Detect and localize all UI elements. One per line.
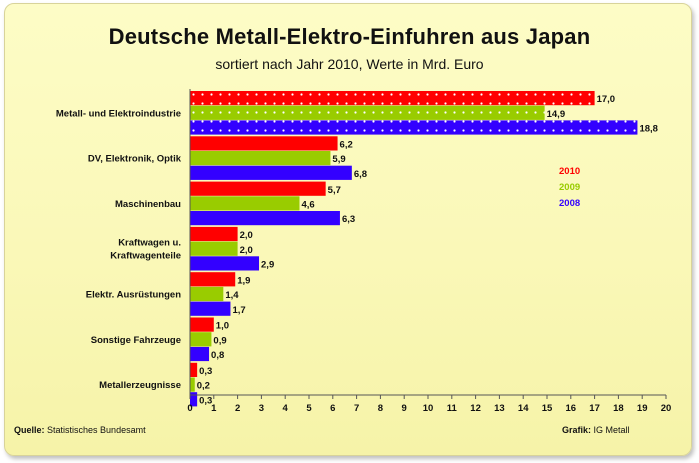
bar-2010-3 xyxy=(190,226,238,242)
category-label-0: Metall- und Elektroindustrie xyxy=(56,108,181,119)
bar-pattern-2008-0 xyxy=(190,120,638,135)
data-label-2008-5: 0,8 xyxy=(211,350,224,361)
bar-2009-3 xyxy=(190,241,238,256)
bar-2010-4 xyxy=(190,272,236,287)
category-label-line: DV, Elektronik, Optik xyxy=(88,154,182,165)
data-label-2009-4: 1,4 xyxy=(225,290,239,301)
bar-2008-3 xyxy=(190,256,260,271)
source-note: Quelle: Statistisches Bundesamt xyxy=(14,425,146,435)
source-label: Quelle: xyxy=(14,425,45,435)
data-label-2008-1: 6,8 xyxy=(354,169,367,180)
category-label-line: Maschinenbau xyxy=(115,199,181,210)
chart-title: Deutsche Metall-Elektro-Einfuhren aus Ja… xyxy=(108,24,591,49)
chart-subtitle: sortiert nach Jahr 2010, Werte in Mrd. E… xyxy=(215,56,484,72)
credit-text: IG Metall xyxy=(593,425,630,435)
x-tick-label: 3 xyxy=(259,403,264,414)
category-label-5: Sonstige Fahrzeuge xyxy=(91,335,181,346)
data-label-2009-6: 0,2 xyxy=(197,381,210,392)
category-labels-group: Metall- und Elektroindustrie DV, Elektron… xyxy=(56,108,182,391)
bar-2009-4 xyxy=(190,286,224,302)
x-axis: 0 1 2 3 4 5 6 7 8 9 10 11 12 13 14 15 16 17 18 19 20 xyxy=(187,89,671,414)
bar-2009-2 xyxy=(190,196,300,211)
x-tick-label: 10 xyxy=(423,403,434,414)
x-tick-label: 17 xyxy=(589,403,600,414)
x-tick-label: 16 xyxy=(566,403,577,414)
data-label-2010-3: 2,0 xyxy=(240,230,253,241)
legend-entry-2009: 2009 xyxy=(559,182,580,193)
bar-2008-1 xyxy=(190,165,352,180)
credit-label: Grafik: xyxy=(562,425,592,435)
bars-group xyxy=(190,91,638,407)
data-labels-group: 17,0 14,9 18,8 6,2 5,9 6,8 5,7 4,6 6,3 2,0 2,0 2,9 1… xyxy=(197,94,658,406)
credit-note: Grafik: IG Metall xyxy=(562,425,630,435)
data-label-2010-4: 1,9 xyxy=(237,275,250,286)
x-tick-label: 20 xyxy=(661,403,672,414)
x-tick-label: 2 xyxy=(235,403,240,414)
category-label-6: Metallerzeugnisse xyxy=(99,380,181,391)
x-tick-label: 11 xyxy=(447,403,458,414)
category-label-line: Metall- und Elektroindustrie xyxy=(56,108,181,119)
data-label-2010-0: 17,0 xyxy=(597,94,616,105)
category-label-3: Kraftwagen u. Kraftwagenteile xyxy=(110,238,181,262)
bar-2009-1 xyxy=(190,151,331,166)
legend: 2010 2009 2008 xyxy=(559,166,580,209)
bar-2008-4 xyxy=(190,301,231,316)
bar-2010-5 xyxy=(190,317,214,332)
legend-entry-2010: 2010 xyxy=(559,166,580,177)
data-label-2009-1: 5,9 xyxy=(332,154,345,165)
data-label-2008-3: 2,9 xyxy=(261,260,274,271)
category-label-2: Maschinenbau xyxy=(115,199,181,210)
x-tick-label: 0 xyxy=(187,403,192,414)
data-label-2009-5: 0,9 xyxy=(213,335,226,346)
x-tick-label: 1 xyxy=(211,403,217,414)
bar-2008-6 xyxy=(190,392,198,407)
x-tick-label: 8 xyxy=(378,403,383,414)
data-label-2009-2: 4,6 xyxy=(301,200,314,211)
x-tick-label: 12 xyxy=(470,403,481,414)
x-tick-label: 5 xyxy=(306,403,312,414)
source-text: Statistisches Bundesamt xyxy=(47,425,146,435)
x-tick-label: 13 xyxy=(494,403,505,414)
data-label-2009-0: 14,9 xyxy=(547,109,566,120)
category-label-line: Metallerzeugnisse xyxy=(99,380,181,391)
bar-pattern-2009-0 xyxy=(190,105,545,120)
bar-2008-5 xyxy=(190,346,210,362)
category-label-1: DV, Elektronik, Optik xyxy=(88,154,182,165)
bar-pattern-2010-0 xyxy=(190,91,595,106)
data-label-2010-2: 5,7 xyxy=(328,185,341,196)
x-tick-label: 15 xyxy=(542,403,553,414)
x-tick-label: 4 xyxy=(283,403,289,414)
data-label-2008-0: 18,8 xyxy=(639,124,658,135)
x-tick-label: 14 xyxy=(518,403,529,414)
category-label-line: Kraftwagenteile xyxy=(110,251,181,262)
category-label-4: Elektr. Ausrüstungen xyxy=(86,290,181,301)
bar-2009-6 xyxy=(190,377,195,392)
category-label-line: Sonstige Fahrzeuge xyxy=(91,335,181,346)
bar-2010-6 xyxy=(190,362,198,377)
data-label-2010-1: 6,2 xyxy=(340,140,353,151)
bar-2009-5 xyxy=(190,332,212,347)
bar-2008-2 xyxy=(190,211,340,226)
x-tick-label: 6 xyxy=(330,403,335,414)
category-label-line: Kraftwagen u. xyxy=(118,238,181,249)
x-tick-label: 18 xyxy=(613,403,624,414)
bar-2010-1 xyxy=(190,136,338,151)
data-label-2010-6: 0,3 xyxy=(199,366,212,377)
bar-2010-2 xyxy=(190,181,326,196)
chart-frame xyxy=(4,3,692,456)
data-label-2010-5: 1,0 xyxy=(216,321,229,332)
x-tick-label: 9 xyxy=(402,403,407,414)
data-label-2009-3: 2,0 xyxy=(240,245,253,256)
legend-entry-2008: 2008 xyxy=(559,198,580,209)
data-label-2008-2: 6,3 xyxy=(342,214,355,225)
category-label-line: Elektr. Ausrüstungen xyxy=(86,290,181,301)
x-tick-label: 19 xyxy=(637,403,648,414)
x-tick-label: 7 xyxy=(354,403,359,414)
data-label-2008-4: 1,7 xyxy=(232,305,245,316)
data-label-2008-6: 0,3 xyxy=(199,395,212,406)
